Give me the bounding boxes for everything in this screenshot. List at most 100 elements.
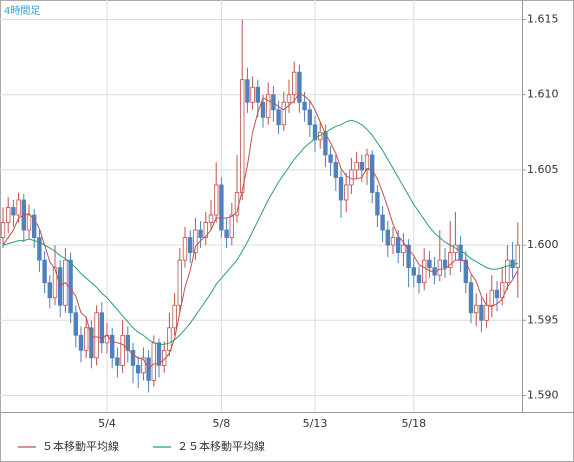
candle-body [37,237,42,261]
candle-body [89,327,94,359]
candle-body [58,267,63,306]
candle-body [354,161,359,171]
candle-body [338,177,344,201]
candle-body [349,169,354,186]
candle-body [494,289,500,299]
candle-body [515,244,520,269]
candle-body [421,259,427,284]
candle-body [291,71,297,96]
candle-body [73,312,78,336]
candle-body [52,267,58,299]
candle-body [47,282,52,299]
candle-body [427,259,432,269]
y-tick-label: 1.600 [527,238,559,251]
candle-body [125,334,130,351]
candle-body [265,94,271,118]
candle-body [307,109,312,126]
candle-body [401,244,406,254]
candle-body [411,267,416,276]
y-tick-label: 1.605 [527,163,559,176]
chart-title: 4時間足 [4,5,40,17]
candle-body [447,252,453,269]
candle-body [99,312,104,344]
candle-body [115,357,120,366]
candle-body [42,259,47,284]
candle-body [359,161,364,171]
candle-body [484,304,489,321]
candle-body [0,222,6,238]
candle-body [135,364,141,374]
candle-body [167,327,172,351]
candle-body [390,237,396,246]
candle-body [177,259,182,306]
y-tick-label: 1.595 [527,313,559,326]
candle-body [11,207,16,216]
candle-body [406,244,411,269]
candle-body [281,101,286,126]
x-tick-label: 5/13 [303,417,328,430]
candle-body [473,304,479,314]
candle-body [442,259,448,269]
candle-body [505,259,510,284]
ma-line [2,92,519,370]
candle-body [333,161,338,178]
candle-body [68,259,73,314]
candle-body [343,184,349,201]
candle-body [120,334,125,366]
candle-body [182,237,188,261]
candle-body [286,94,292,103]
candle-body [276,109,281,126]
candle-body [463,259,468,284]
candle-body [328,154,333,163]
x-tick-label: 5/18 [401,417,426,430]
candle-body [364,154,370,171]
candle-body [32,214,37,238]
y-tick-label: 1.615 [527,13,559,26]
candle-body [395,237,401,254]
candle-body [224,229,229,238]
candle-body [302,101,307,111]
candle-body [26,214,32,231]
candle-body [146,357,151,381]
legend-label: ５本移動平均線 [42,439,119,453]
candle-body [416,274,422,284]
candle-body [84,327,89,351]
candle-body [6,207,11,223]
candle-body [255,86,260,103]
candle-body [312,124,318,141]
candle-body [385,229,390,246]
candle-body [297,71,302,103]
candle-body [375,192,380,216]
candle-body [141,357,146,374]
candle-body [458,244,463,261]
x-tick-label: 5/4 [98,417,116,430]
candle-body [213,184,219,216]
candle-body [187,237,193,254]
candle-body [369,154,375,193]
candle-body [489,289,494,306]
candle-body [239,79,245,193]
y-tick-label: 1.610 [527,88,559,101]
candle-body [499,282,505,299]
candle-body [156,342,162,366]
candle-body [110,334,115,359]
candle-body [16,199,21,216]
candle-body [229,214,234,238]
candle-body [193,229,198,254]
candle-body [94,312,99,359]
candle-body [208,214,214,223]
ma-line [2,119,518,345]
candle-body [78,334,84,351]
candle-body [380,214,385,231]
candle-body [245,79,250,103]
candle-body [437,259,442,276]
x-tick-label: 5/8 [213,417,231,430]
candle-body [250,86,255,103]
candle-body [468,282,474,314]
candle-body [260,101,266,118]
candle-body [479,304,484,321]
y-tick-label: 1.590 [527,388,559,401]
candle-body [172,304,177,329]
